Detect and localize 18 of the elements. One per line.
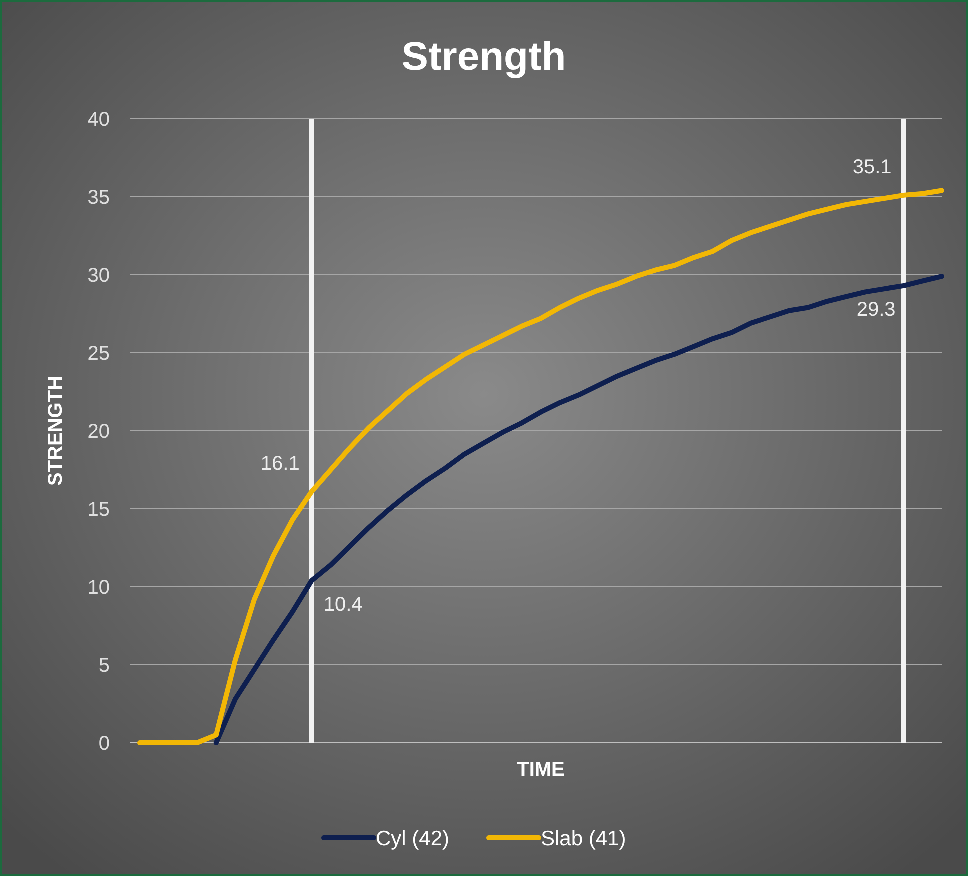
y-tick-label: 5 <box>98 655 110 677</box>
legend-label: Cyl (42) <box>376 827 450 850</box>
legend-label: Slab (41) <box>541 827 626 850</box>
y-tick-label: 35 <box>88 187 110 209</box>
y-tick-label: 10 <box>88 577 110 599</box>
data-label: 29.3 <box>856 298 896 321</box>
y-tick-label: 20 <box>88 421 110 443</box>
y-tick-label: 40 <box>88 109 110 131</box>
x-axis-title: TIME <box>517 759 565 781</box>
data-label: 16.1 <box>260 452 300 475</box>
chart-title: Strength <box>402 35 566 79</box>
data-label: 35.1 <box>852 156 892 178</box>
y-tick-label: 30 <box>88 265 110 287</box>
data-label: 10.4 <box>324 594 363 616</box>
y-axis-title: STRENGTH <box>45 376 67 486</box>
y-tick-label: 15 <box>88 499 110 521</box>
y-tick-label: 25 <box>88 343 110 365</box>
y-tick-label: 0 <box>98 733 110 755</box>
